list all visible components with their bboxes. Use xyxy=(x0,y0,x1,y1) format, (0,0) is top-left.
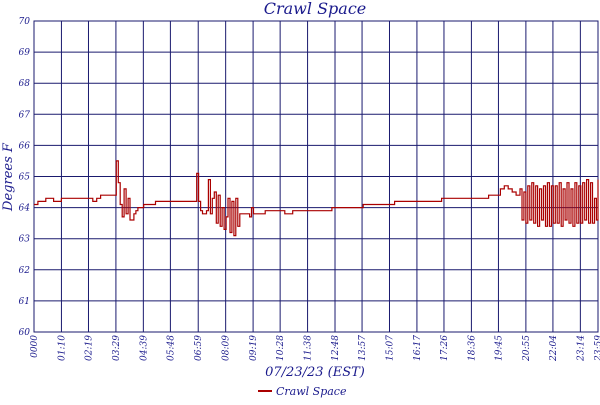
y-tick-label: 70 xyxy=(19,17,31,27)
legend: Crawl Space xyxy=(258,385,347,398)
x-tick-label: 03:29 xyxy=(112,335,122,361)
x-tick-label: 23:59 xyxy=(594,335,600,362)
x-tick-labels: 0000 01:10 02:19 03:29 04:39 05:48 06:59 08:09 0… xyxy=(30,335,600,362)
x-tick-label: 12:48 xyxy=(331,335,341,361)
chart-title: Crawl Space xyxy=(264,0,367,18)
y-tick-label: 61 xyxy=(19,297,30,307)
plot-border xyxy=(33,20,599,333)
x-tick-label: 01:10 xyxy=(57,335,67,361)
y-tick-label: 60 xyxy=(19,328,31,338)
x-tick-label: 04:39 xyxy=(139,335,149,361)
x-tick-label: 23:14 xyxy=(576,335,586,362)
x-tick-label: 13:57 xyxy=(358,335,368,361)
x-tick-label: 08:09 xyxy=(222,335,232,361)
x-tick-label: 19:45 xyxy=(494,335,504,361)
y-tick-label: 65 xyxy=(19,173,31,183)
x-axis-label: 07/23/23 (EST) xyxy=(265,365,365,380)
y-tick-label: 67 xyxy=(19,110,31,120)
series-layer xyxy=(34,160,599,237)
series-line-crawl-space xyxy=(34,160,599,237)
y-axis-label: Degrees F xyxy=(1,142,16,212)
x-tick-label: 18:36 xyxy=(467,335,477,361)
x-tick-label: 0000 xyxy=(30,335,40,358)
x-tick-label: 10:28 xyxy=(276,335,286,361)
x-tick-label: 17:26 xyxy=(440,335,450,361)
x-tick-label: 02:19 xyxy=(84,335,94,361)
y-tick-label: 66 xyxy=(19,141,31,151)
legend-label: Crawl Space xyxy=(276,385,347,398)
x-tick-label: 20:55 xyxy=(522,335,532,362)
x-tick-label: 09:19 xyxy=(249,335,259,361)
x-tick-label: 06:59 xyxy=(194,335,204,361)
y-tick-label: 64 xyxy=(19,204,31,214)
x-tick-label: 22:04 xyxy=(549,335,559,362)
x-tick-label: 16:17 xyxy=(413,335,423,361)
x-tick-label: 11:38 xyxy=(304,335,314,361)
y-tick-label: 68 xyxy=(19,79,31,89)
y-tick-label: 63 xyxy=(19,235,31,245)
x-tick-label: 05:48 xyxy=(166,335,176,361)
y-tick-labels: 60 61 62 63 64 65 66 67 68 69 70 xyxy=(19,17,31,338)
x-tick-label: 15:07 xyxy=(385,335,395,361)
y-tick-label: 69 xyxy=(19,48,31,58)
y-tick-label: 62 xyxy=(19,266,31,276)
